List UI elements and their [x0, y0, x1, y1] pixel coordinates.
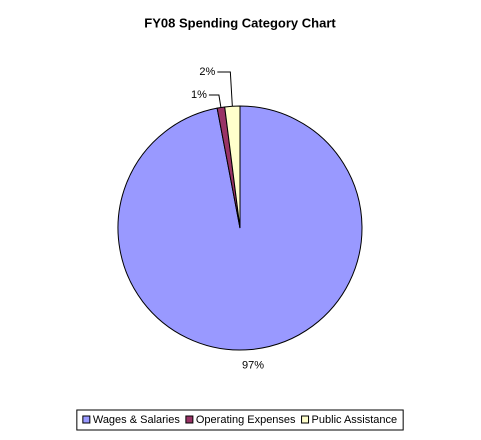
- legend-label: Operating Expenses: [196, 414, 296, 426]
- leader-line: [208, 94, 222, 108]
- legend-swatch: [185, 415, 194, 424]
- legend-label: Public Assistance: [312, 414, 398, 426]
- legend-label: Wages & Salaries: [93, 414, 181, 426]
- data-label: 2%: [199, 66, 215, 78]
- chart-title: FY08 Spending Category Chart: [144, 15, 336, 30]
- data-label: 97%: [242, 359, 264, 371]
- legend-swatch: [82, 415, 91, 424]
- leader-line: [217, 71, 233, 107]
- legend-box: [76, 409, 404, 431]
- legend-swatch: [301, 415, 310, 424]
- data-label: 1%: [191, 89, 207, 101]
